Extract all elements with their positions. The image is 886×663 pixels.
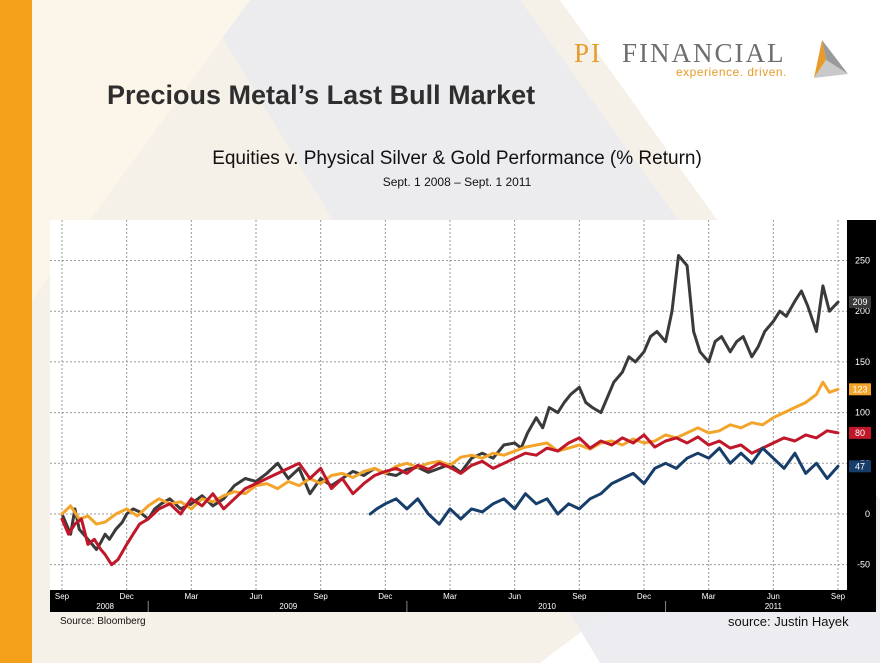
y-tick-label: 250 (855, 256, 870, 266)
x-tick-label: Mar (702, 592, 716, 601)
x-tick-label: Dec (120, 592, 134, 601)
x-tick-label: Jun (508, 592, 521, 601)
x-year-label: 2009 (279, 602, 297, 611)
logo-tagline: experience. driven. (676, 65, 787, 79)
logo-brand-financial: FINANCIAL (622, 38, 786, 68)
y-tick-label: 150 (855, 357, 870, 367)
x-year-label: 2008 (96, 602, 114, 611)
y-tick-label: 100 (855, 408, 870, 418)
series-line (368, 446, 840, 526)
series-end-badge (849, 460, 871, 473)
source-author: source: Justin Hayek (728, 614, 849, 629)
source-bloomberg: Source: Bloomberg (60, 616, 146, 627)
x-tick-label: Sep (831, 592, 846, 601)
chart-title: Equities v. Physical Silver & Gold Perfo… (212, 148, 702, 169)
series-end-label: 47 (855, 461, 865, 471)
x-tick-label: Sep (314, 592, 329, 601)
series-end-label: 209 (852, 297, 867, 307)
series-end-badge (849, 426, 871, 439)
slide-title: Precious Metal’s Last Bull Market (107, 80, 536, 110)
x-tick-label: Mar (184, 592, 198, 601)
x-year-label: 2011 (765, 602, 783, 611)
x-year-label: 2010 (538, 602, 556, 611)
logo-brand-pi: PI (574, 38, 603, 68)
accent-bar (0, 0, 32, 663)
y-axis-panel (847, 220, 876, 612)
x-tick-label: Jun (767, 592, 780, 601)
y-tick-label: 0 (865, 509, 870, 519)
series-end-badge (849, 383, 871, 396)
x-tick-label: Sep (572, 592, 587, 601)
x-axis-panel (50, 590, 847, 612)
y-tick-label: -50 (857, 560, 870, 570)
x-tick-label: Sep (55, 592, 70, 601)
x-tick-label: Mar (443, 592, 457, 601)
series-line (60, 380, 840, 526)
series-end-label: 123 (852, 384, 867, 394)
y-tick-label: 200 (855, 306, 870, 316)
plot-area (50, 220, 847, 590)
logo-mark-icon (814, 40, 848, 78)
line-chart: -50050100150200250SepDecMarJunSepDecMarJ… (50, 220, 876, 612)
x-tick-label: Dec (637, 592, 651, 601)
series-end-label: 80 (855, 428, 865, 438)
x-tick-label: Dec (378, 592, 392, 601)
chart-subtitle: Sept. 1 2008 – Sept. 1 2011 (382, 175, 532, 189)
series-end-badge (849, 296, 871, 309)
series-line (60, 429, 840, 567)
x-tick-label: Jun (250, 592, 263, 601)
